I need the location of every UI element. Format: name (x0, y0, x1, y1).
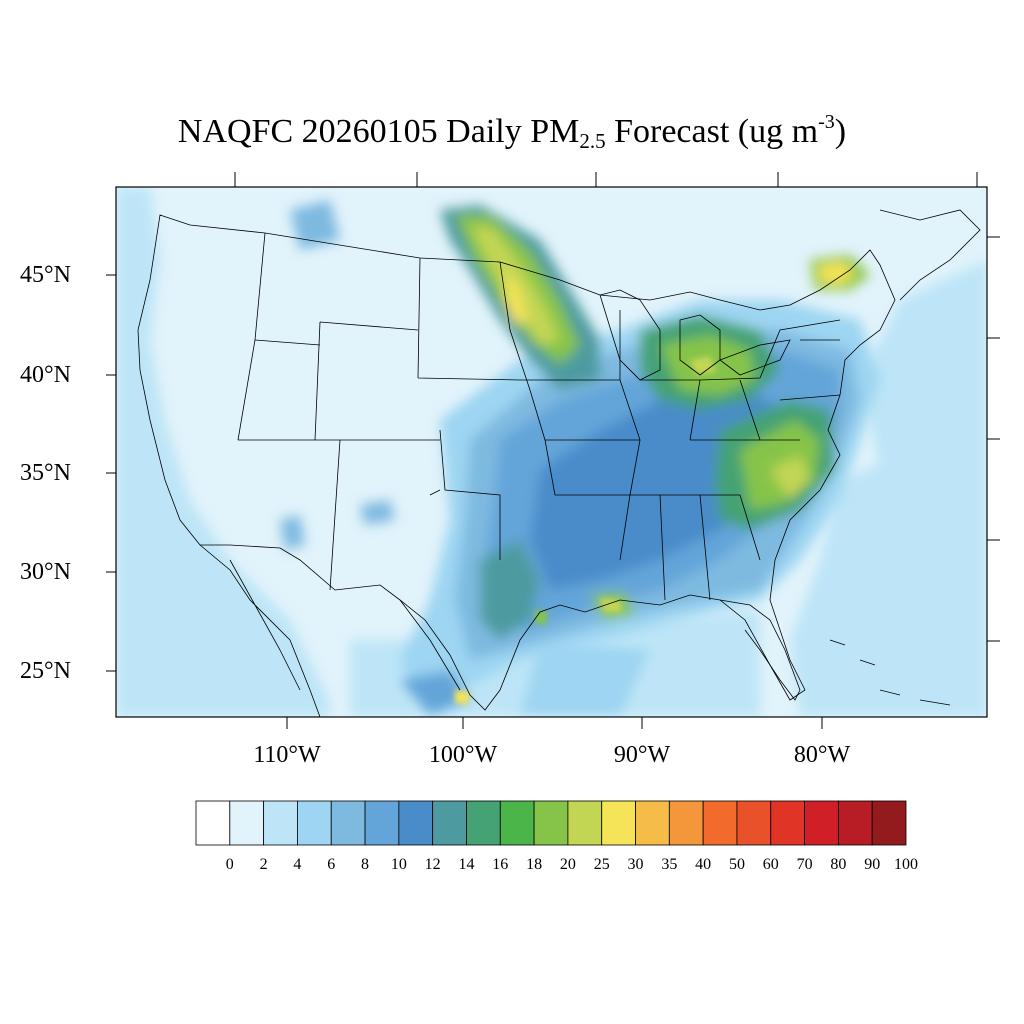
colorbar-tick-label: 25 (593, 856, 610, 873)
colorbar-swatch (297, 800, 332, 846)
colorbar-swatch (195, 800, 231, 846)
colorbar-tick-label: 35 (661, 856, 678, 873)
pm25-fine-detail (455, 356, 716, 705)
colorbar-tick-label: 14 (458, 856, 475, 873)
colorbar-swatch (364, 800, 400, 846)
colorbar-tick-label: 8 (361, 856, 370, 873)
colorbar-tick-label: 80 (830, 856, 847, 873)
colorbar-swatch (601, 800, 636, 846)
lon-label-100w: 100°W (428, 742, 498, 768)
title-subscript: 2.5 (579, 129, 606, 153)
title-middle: Forecast (ug m (605, 113, 819, 150)
lat-label-35: 35°N (20, 460, 71, 486)
lat-label-45: 45°N (20, 262, 71, 288)
map-title: NAQFC 20260105 Daily PM2.5 Forecast (ug … (0, 112, 1024, 152)
lon-label-90w: 90°W (613, 742, 671, 768)
colorbar-tick-label: 0 (225, 856, 234, 873)
colorbar-swatch (229, 800, 265, 846)
political-boundaries (137, 209, 981, 717)
lat-label-25: 25°N (20, 658, 71, 684)
colorbar-swatch (432, 800, 467, 846)
axis-ticks (106, 172, 1000, 729)
colorbar-swatch (804, 800, 839, 846)
colorbar-swatch (466, 800, 501, 846)
colorbar-swatch (736, 800, 772, 846)
colorbar-tick-label: 40 (695, 856, 712, 873)
colorbar-swatch (499, 800, 535, 846)
colorbar-tick-label: 20 (559, 856, 576, 873)
colorbar-swatch (668, 800, 704, 846)
lon-label-80w: 80°W (793, 742, 851, 768)
colorbar-tick-label: 30 (627, 856, 644, 873)
map-area (116, 187, 987, 717)
colorbar-swatch (702, 800, 738, 846)
colorbar-tick-label: 6 (327, 856, 336, 873)
map-frame (115, 186, 988, 718)
colorbar-tick-label: 4 (293, 856, 302, 873)
colorbar-tick-label: 10 (390, 856, 407, 873)
colorbar-tick-label: 70 (796, 856, 813, 873)
colorbar-swatch (398, 800, 434, 846)
colorbar-swatch (837, 800, 873, 846)
colorbar-tick-label: 60 (762, 856, 779, 873)
colorbar (195, 800, 907, 846)
title-suffix: ) (834, 113, 847, 150)
title-superscript: -3 (818, 111, 835, 133)
colorbar-swatch (263, 800, 298, 846)
colorbar-swatch (533, 800, 569, 846)
colorbar-tick-label: 16 (492, 856, 509, 873)
colorbar-tick-label: 2 (259, 856, 268, 873)
colorbar-swatch (567, 800, 603, 846)
lat-label-40: 40°N (20, 362, 71, 388)
colorbar-swatch (770, 800, 805, 846)
title-prefix: NAQFC 20260105 Daily PM (177, 113, 580, 150)
colorbar-swatch (330, 800, 366, 846)
colorbar-tick-label: 90 (864, 856, 881, 873)
colorbar-tick-label: 50 (728, 856, 745, 873)
lat-label-30: 30°N (20, 559, 71, 585)
colorbar-tick-label: 100 (894, 856, 918, 873)
lon-label-110w: 110°W (253, 742, 321, 768)
colorbar-tick-label: 18 (526, 856, 543, 873)
colorbar-swatch (871, 800, 907, 846)
colorbar-swatch (635, 800, 670, 846)
colorbar-tick-label: 12 (424, 856, 441, 873)
